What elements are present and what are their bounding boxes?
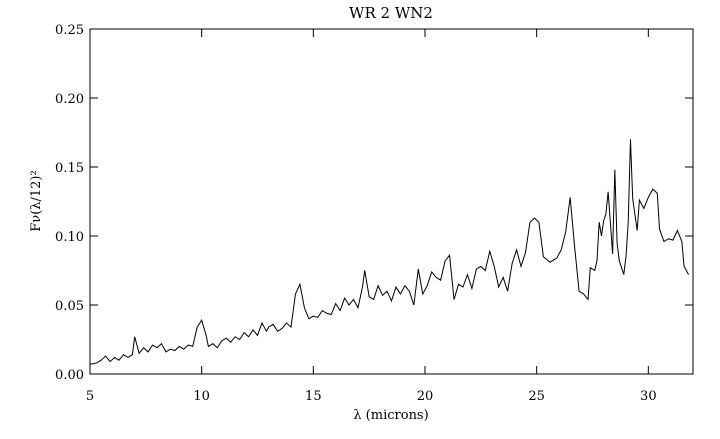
x-axis-label: λ (microns) bbox=[353, 408, 428, 423]
chart-title: WR 2 WN2 bbox=[349, 4, 433, 22]
x-tick-label: 5 bbox=[86, 389, 94, 404]
y-tick-label: 0.25 bbox=[55, 23, 84, 38]
x-tick-label: 25 bbox=[528, 389, 545, 404]
plot-frame bbox=[89, 28, 694, 375]
y-tick-label: 0.10 bbox=[55, 230, 84, 245]
x-tick-label: 20 bbox=[417, 389, 434, 404]
y-axis-label: Fν(λ/12)² bbox=[29, 170, 44, 231]
y-tick-label: 0.00 bbox=[55, 368, 84, 383]
y-tick-label: 0.15 bbox=[55, 161, 84, 176]
spectrum-line bbox=[89, 139, 689, 365]
x-tick-label: 15 bbox=[305, 389, 322, 404]
x-tick-label: 30 bbox=[640, 389, 657, 404]
x-tick-label: 10 bbox=[193, 389, 210, 404]
y-tick-label: 0.20 bbox=[55, 92, 84, 107]
y-tick-label: 0.05 bbox=[55, 299, 84, 314]
